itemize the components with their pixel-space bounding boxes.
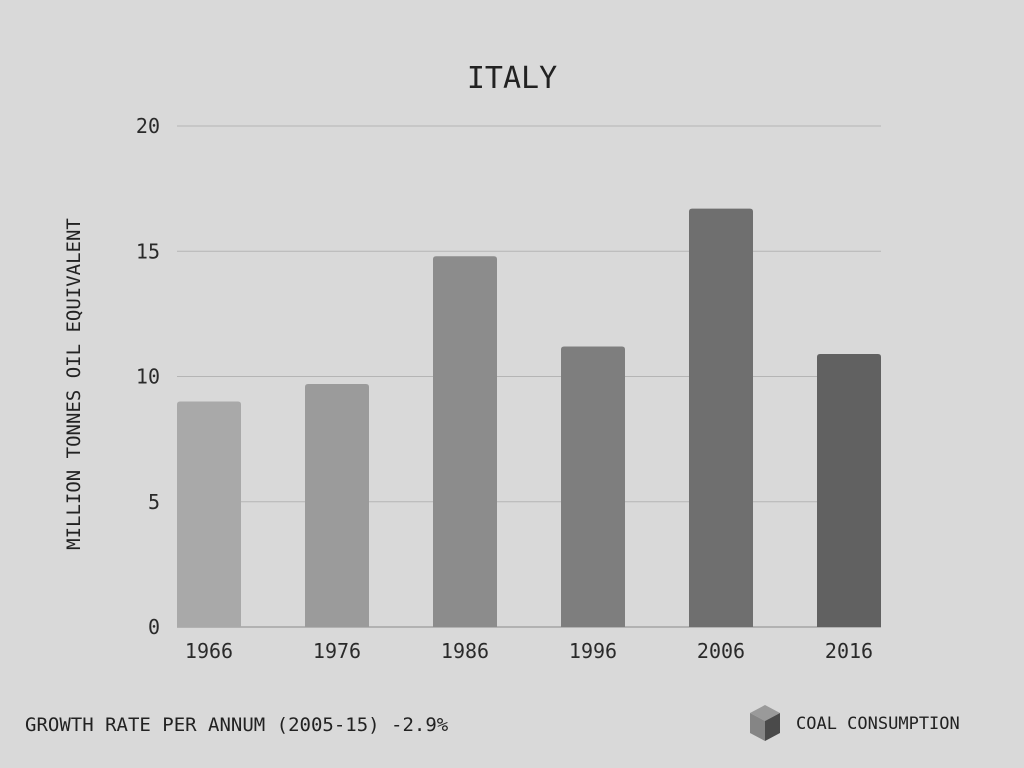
x-tick-label: 2016: [825, 639, 873, 663]
chart-title: ITALY: [467, 61, 557, 96]
y-tick-label: 20: [136, 114, 160, 138]
bar-2006: [689, 208, 753, 628]
y-tick-label: 0: [148, 615, 160, 639]
bar-1996: [561, 346, 625, 627]
y-axis-label: MILLION TONNES OIL EQUIVALENT: [63, 218, 85, 550]
y-tick-labels: 0 5 10 15 20: [136, 114, 160, 639]
growth-rate-text: GROWTH RATE PER ANNUM (2005-15) -2.9%: [25, 714, 449, 736]
bars: [177, 208, 881, 628]
y-tick-label: 10: [136, 365, 160, 389]
y-tick-label: 5: [148, 490, 160, 514]
x-tick-label: 1986: [441, 639, 489, 663]
x-tick-label: 1966: [185, 639, 233, 663]
x-tick-label: 1996: [569, 639, 617, 663]
bar-1976: [305, 384, 369, 627]
bar-2016: [817, 353, 881, 627]
x-tick-label: 2006: [697, 639, 745, 663]
cube-icon: [750, 705, 780, 741]
y-tick-label: 15: [136, 239, 160, 263]
bar-1986: [433, 256, 497, 627]
gridlines: [177, 125, 881, 628]
legend-label: COAL CONSUMPTION: [796, 714, 960, 734]
x-tick-labels: 1966 1976 1986 1996 2006 2016: [185, 639, 873, 663]
x-tick-label: 1976: [313, 639, 361, 663]
legend: COAL CONSUMPTION: [750, 705, 960, 741]
bar-1966: [177, 401, 241, 627]
